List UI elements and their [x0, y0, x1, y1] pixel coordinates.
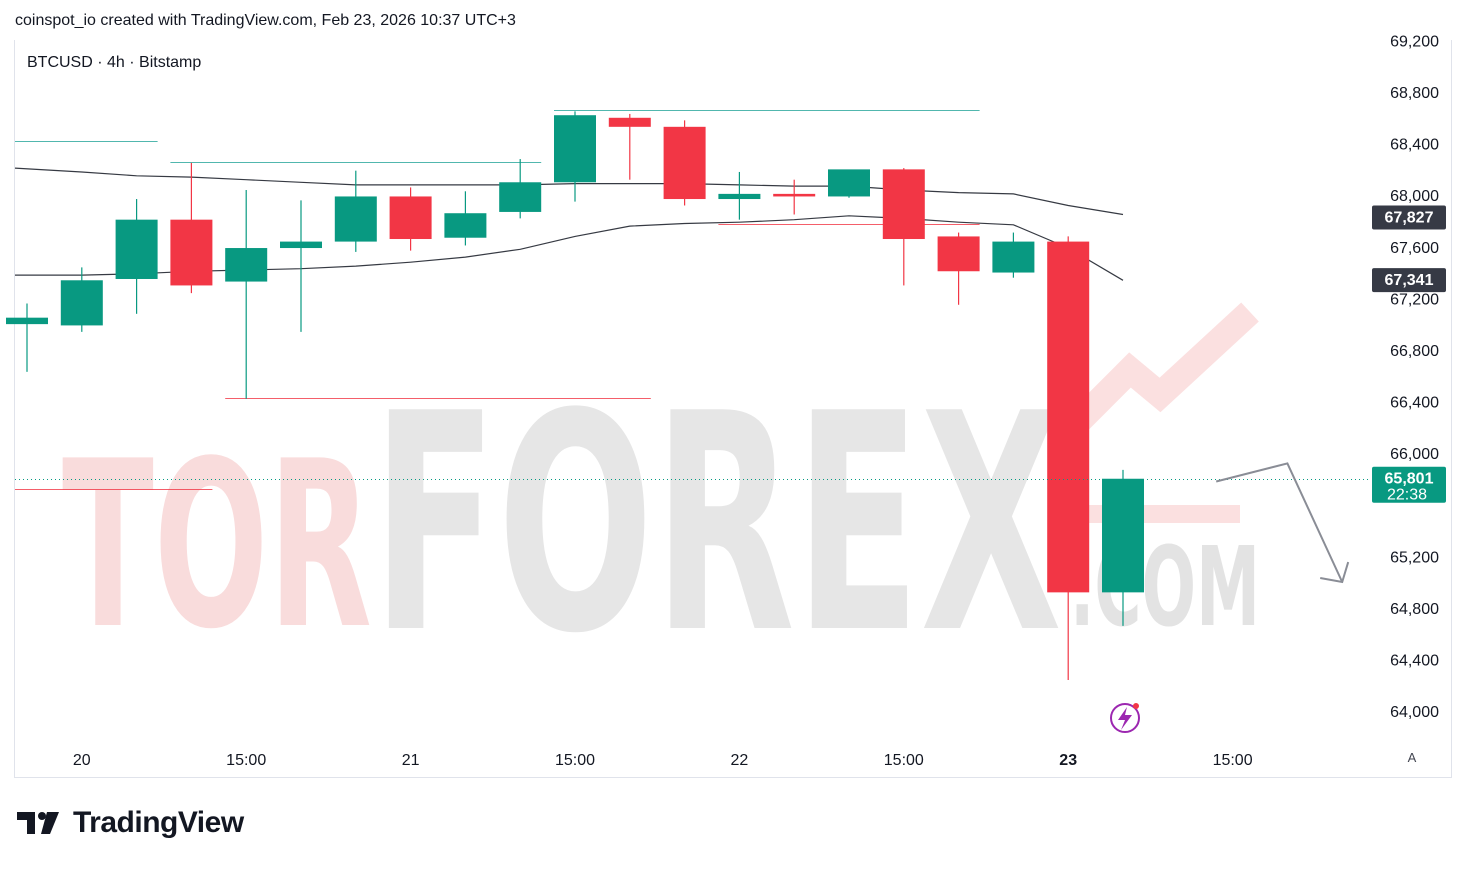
candle-body [389, 196, 432, 240]
forecast-arrow-line [1215, 462, 1344, 583]
candle-18 [937, 232, 980, 305]
price-label-value: 65,801 [1385, 471, 1434, 488]
price-tick-label: 67,200 [1390, 291, 1439, 308]
price-tick-label: 68,000 [1390, 188, 1439, 205]
time-tick-label: 21 [402, 752, 420, 769]
candle-10 [499, 159, 542, 219]
price-tick-label: 68,400 [1390, 137, 1439, 154]
price-label-bg [1372, 205, 1446, 230]
price-label-bg [1372, 466, 1446, 503]
time-tick-label: 20 [73, 752, 91, 769]
candle-12 [608, 113, 651, 180]
candle-body [444, 213, 487, 238]
candle-body [1047, 241, 1090, 593]
attribution-header: coinspot_io created with TradingView.com… [15, 12, 516, 29]
candle-body [554, 115, 596, 183]
candle-body [773, 193, 816, 197]
candle-body [718, 193, 761, 200]
time-tick-label: 22 [731, 752, 749, 769]
tradingview-brand[interactable]: TradingView [17, 806, 244, 840]
candle-body [334, 196, 377, 242]
watermark-text-left: TOR [62, 413, 372, 680]
candle-body [608, 117, 651, 127]
watermark-text-right: .COM [1070, 523, 1260, 651]
candle-4 [170, 162, 213, 294]
tradingview-wordmark: TradingView [73, 806, 244, 839]
candle-13 [663, 120, 706, 206]
candle-7 [334, 170, 377, 252]
price-tick-label: 66,400 [1390, 395, 1439, 412]
time-tick-label: 15:00 [1213, 752, 1253, 769]
price-tick-label: 64,800 [1390, 601, 1439, 618]
candle-9 [444, 191, 487, 246]
candle-body [499, 182, 542, 212]
price-tick-label: 65,200 [1390, 549, 1439, 566]
price-tick-label: 69,200 [1390, 33, 1439, 50]
candle-5 [225, 190, 268, 399]
candle-19 [992, 232, 1035, 278]
forecast-arrow [1215, 462, 1350, 584]
price-label-value: 67,341 [1385, 272, 1434, 289]
candle-21 [1102, 469, 1144, 626]
level-lines [15, 110, 980, 490]
lightning-circle [1110, 703, 1140, 733]
price-label-countdown: 22:38 [1387, 487, 1427, 504]
candle-16 [828, 169, 870, 198]
candle-body [992, 241, 1035, 273]
time-tick-label: 23 [1059, 752, 1077, 769]
candle-3 [115, 199, 158, 314]
time-tick-label: 15:00 [884, 752, 924, 769]
lightning-icon [1110, 703, 1140, 733]
symbol-title: BTCUSD · 4h · Bitstamp [27, 54, 202, 71]
candle-6 [280, 200, 322, 332]
price-axis: 64,000 64,400 64,800 65,200 66,000 66,400 66,8… [1390, 33, 1439, 721]
candle-body [280, 241, 322, 249]
candle-body [170, 219, 213, 286]
time-tick-label: 15:00 [555, 752, 595, 769]
candle-11 [554, 111, 596, 202]
candle-14 [718, 171, 761, 220]
candle-17 [882, 168, 925, 286]
candle-body [6, 317, 48, 325]
watermark: TOR FOREX .COM [62, 302, 1260, 699]
candle-1 [6, 303, 48, 372]
candle-body [60, 280, 103, 326]
lightning-bolt-icon [1118, 707, 1132, 730]
candles [6, 111, 1144, 681]
price-tick-label: 66,000 [1390, 446, 1439, 463]
price-tick-label: 67,600 [1390, 240, 1439, 257]
candle-body [1102, 478, 1144, 593]
watermark-arrow-icon [1050, 302, 1259, 450]
watermark-text-mid: FOREX [372, 350, 1062, 699]
candle-20 [1047, 236, 1090, 681]
candle-body [663, 126, 706, 200]
candle-body [225, 248, 268, 282]
price-label-1: 67,827 [1372, 205, 1446, 230]
candle-8 [389, 187, 432, 251]
price-label-bg [1372, 268, 1446, 293]
tradingview-logo-icon [17, 812, 59, 834]
lightning-badge [1133, 703, 1139, 709]
time-tick-label: 15:00 [226, 752, 266, 769]
candle-15 [773, 179, 816, 215]
candle-body [937, 236, 980, 272]
price-tick-label: 66,800 [1390, 343, 1439, 360]
forecast-arrowhead-icon [1320, 561, 1350, 584]
candle-2 [60, 267, 103, 332]
price-label-2: 67,341 [1372, 268, 1446, 293]
price-label-value: 67,827 [1385, 209, 1434, 226]
candle-body [882, 169, 925, 240]
price-tick-label: 64,000 [1390, 704, 1439, 721]
candle-body [115, 219, 158, 279]
candle-body [828, 169, 870, 197]
auto-scale-button[interactable]: A [1407, 750, 1417, 765]
time-axis: 20 15:00 21 15:00 22 15:00 23 15:00 [73, 752, 1253, 769]
chart-frame [14, 40, 1452, 778]
price-tick-label: 68,800 [1390, 85, 1439, 102]
price-tick-label: 64,400 [1390, 652, 1439, 669]
